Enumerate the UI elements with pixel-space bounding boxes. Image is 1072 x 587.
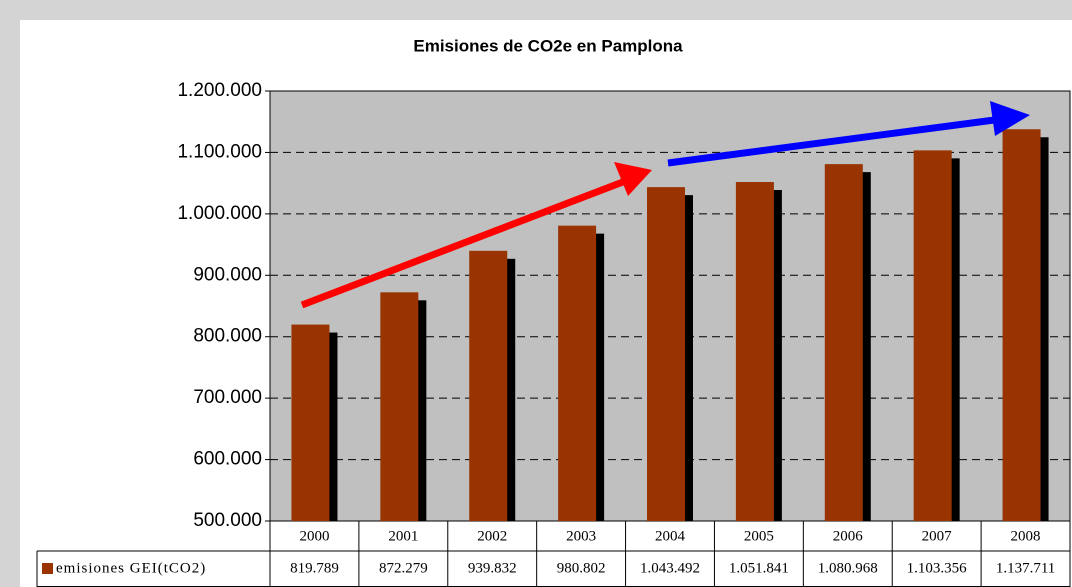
- bar: [647, 187, 685, 521]
- data-table-value: 1.103.356: [907, 560, 968, 576]
- red-arrow-head: [614, 162, 652, 196]
- x-tick-label: 2007: [922, 528, 953, 544]
- bar: [469, 250, 508, 521]
- data-table-value: 819.789: [290, 560, 339, 576]
- data-table-value: 1.080.968: [818, 560, 878, 576]
- y-tick-label: 600.000: [193, 449, 262, 470]
- legend-label: emisiones GEI(tCO2): [56, 560, 206, 576]
- y-tick-label: 1.000.000: [177, 203, 262, 224]
- y-tick-label: 1.200.000: [177, 80, 262, 101]
- blue-arrow-head: [990, 101, 1030, 136]
- x-tick-label: 2005: [744, 528, 774, 544]
- x-tick-label: 2006: [833, 528, 864, 544]
- x-tick-label: 2002: [477, 528, 507, 544]
- red-arrow: [300, 176, 630, 309]
- x-tick-label: 2001: [388, 528, 418, 544]
- bar: [380, 292, 419, 521]
- y-tick-label: 500.000: [193, 510, 262, 531]
- bar: [735, 182, 774, 521]
- x-tick-label: 2004: [655, 528, 686, 544]
- y-tick-label: 800.000: [193, 326, 262, 347]
- y-tick-label: 900.000: [193, 264, 262, 285]
- y-tick-label: 700.000: [193, 387, 262, 408]
- data-table-value: 1.043.492: [640, 560, 700, 576]
- data-table-value: 1.051.841: [729, 560, 789, 576]
- legend-swatch: [42, 563, 53, 574]
- x-tick-label: 2008: [1011, 528, 1041, 544]
- bar: [291, 324, 330, 521]
- bar: [558, 225, 597, 521]
- x-tick-label: 2000: [299, 528, 329, 544]
- chart-title: Emisiones de CO2e en Pamplona: [413, 36, 683, 55]
- data-table-value: 1.137.711: [996, 560, 1055, 576]
- trend-arrows: [300, 101, 1030, 309]
- bar: [824, 164, 863, 521]
- y-tick-label: 1.100.000: [177, 141, 262, 162]
- data-table-value: 939.832: [468, 560, 517, 576]
- data-table-value: 980.802: [557, 560, 606, 576]
- data-table-value: 872.279: [379, 560, 428, 576]
- bar: [1002, 129, 1041, 521]
- bar: [913, 150, 952, 521]
- x-tick-label: 2003: [566, 528, 596, 544]
- blue-arrow: [667, 115, 1003, 167]
